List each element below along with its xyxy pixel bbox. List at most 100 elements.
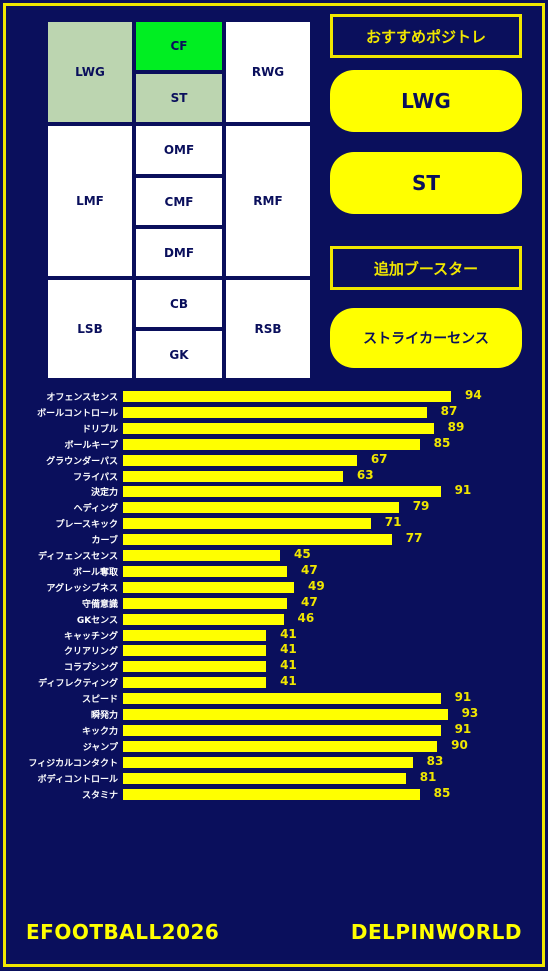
stat-value: 85: [433, 785, 451, 800]
stat-bar: [123, 486, 441, 498]
booster-heading: 追加ブースター: [330, 246, 522, 290]
position-rwg: RWG: [224, 20, 312, 124]
stat-value: 87: [440, 403, 458, 418]
stat-label: キャッチング: [63, 631, 118, 642]
stat-value: 41: [280, 642, 297, 657]
stat-label: 瞬発力: [90, 711, 118, 721]
stat-bar: [123, 454, 357, 466]
stat-value: 67: [370, 451, 388, 466]
stat-bar: [123, 629, 267, 641]
stat-value: 91: [454, 690, 472, 705]
footer-left: EFOOTBALL2026: [26, 920, 220, 944]
stat-label: GKセンス: [76, 615, 118, 626]
position-lwg: LWG: [46, 20, 134, 124]
stat-value: 85: [433, 435, 451, 450]
position-lmf: LMF: [46, 124, 134, 278]
stat-label: カーブ: [91, 536, 118, 547]
stat-bar: [123, 422, 434, 434]
outer-frame: [3, 3, 545, 967]
stat-value: 93: [461, 706, 479, 720]
stat-value: 94: [465, 388, 482, 402]
stat-label: 守備意識: [81, 599, 118, 610]
position-lsb: LSB: [46, 278, 134, 380]
stat-label: ディフェンスセンス: [37, 552, 118, 562]
stat-value: 89: [447, 419, 465, 434]
recommended-pill-2: ST: [330, 152, 522, 214]
stat-label: アグレッシブネス: [46, 583, 118, 594]
stat-value: 83: [426, 753, 444, 768]
position-cf: CF: [134, 20, 224, 72]
position-omf: OMF: [134, 124, 224, 176]
stat-value: 91: [454, 721, 472, 736]
stat-bar: [123, 597, 288, 609]
stat-bar: [123, 677, 267, 689]
stat-label: ボールキープ: [64, 440, 118, 451]
stat-value: 77: [405, 531, 423, 546]
stat-value: 79: [412, 499, 430, 514]
stat-value: 45: [294, 547, 311, 561]
stat-value: 91: [454, 483, 472, 498]
stat-bar: [123, 661, 267, 673]
stat-label: グラウンダーパス: [46, 456, 118, 467]
stat-bar: [123, 565, 288, 577]
stat-bar: [123, 709, 448, 720]
position-rsb: RSB: [224, 278, 312, 380]
stat-bar: [123, 693, 441, 705]
stat-label: ドリブル: [81, 424, 118, 435]
recommended-heading: おすすめポジトレ: [330, 14, 522, 58]
stat-bar: [123, 756, 413, 768]
booster-pill: ストライカーセンス: [330, 308, 522, 368]
stat-label: プレースキック: [55, 520, 118, 531]
stat-label: キック力: [81, 726, 118, 737]
stat-bar: [123, 438, 420, 450]
stat-label: ジャンプ: [82, 742, 118, 753]
stat-label: ボール奪取: [72, 567, 118, 578]
position-cmf: CMF: [134, 176, 224, 227]
stat-bar: [123, 470, 343, 482]
position-st: ST: [134, 72, 224, 124]
stat-label: ヘディング: [73, 504, 118, 515]
stat-bar: [123, 550, 281, 561]
stat-value: 41: [280, 658, 297, 673]
stat-value: 49: [308, 578, 325, 593]
position-rmf: RMF: [224, 124, 312, 278]
stat-label: コラプシング: [63, 663, 118, 674]
stat-value: 46: [297, 610, 315, 625]
stat-label: 決定力: [90, 488, 118, 499]
stat-bar: [123, 788, 420, 800]
stat-value: 47: [301, 562, 318, 577]
stat-value: 47: [301, 594, 318, 609]
stat-bar: [123, 772, 406, 784]
stat-label: ボールコントロール: [37, 408, 118, 419]
stat-bar: [123, 518, 371, 530]
stat-value: 41: [280, 626, 297, 641]
recommended-pill-1: LWG: [330, 70, 522, 132]
stat-label: スタミナ: [81, 790, 118, 801]
stat-value: 81: [419, 769, 437, 784]
stat-value: 71: [384, 515, 402, 530]
stat-bar: [123, 502, 399, 514]
stat-bar: [123, 406, 427, 418]
stat-bar: [123, 645, 267, 657]
stat-value: 63: [356, 467, 374, 482]
stat-label: スピード: [81, 695, 118, 706]
stat-label: ディフレクティング: [38, 679, 118, 690]
position-dmf: DMF: [134, 227, 224, 278]
position-gk: GK: [134, 329, 224, 380]
stat-label: フライパス: [73, 472, 118, 483]
stat-bar: [123, 613, 284, 625]
stat-value: 41: [280, 674, 297, 689]
position-grid: LWG CF ST RWG LMF OMF CMF DMF RMF LSB CB…: [46, 20, 312, 380]
position-cb: CB: [134, 278, 224, 329]
stat-bar: [123, 581, 294, 593]
stat-bar: [123, 724, 441, 736]
stat-label: クリアリング: [63, 647, 118, 658]
footer-right: DELPINWORLD: [350, 920, 522, 944]
stat-bar: [123, 391, 452, 402]
stat-bar: [123, 534, 392, 546]
stat-label: ボディコントロール: [37, 774, 118, 785]
stat-label: フィジカルコンタクト: [28, 758, 118, 769]
stat-label: オフェンスセンス: [46, 393, 118, 403]
stat-bar: [123, 740, 438, 752]
stat-value: 90: [451, 737, 468, 752]
